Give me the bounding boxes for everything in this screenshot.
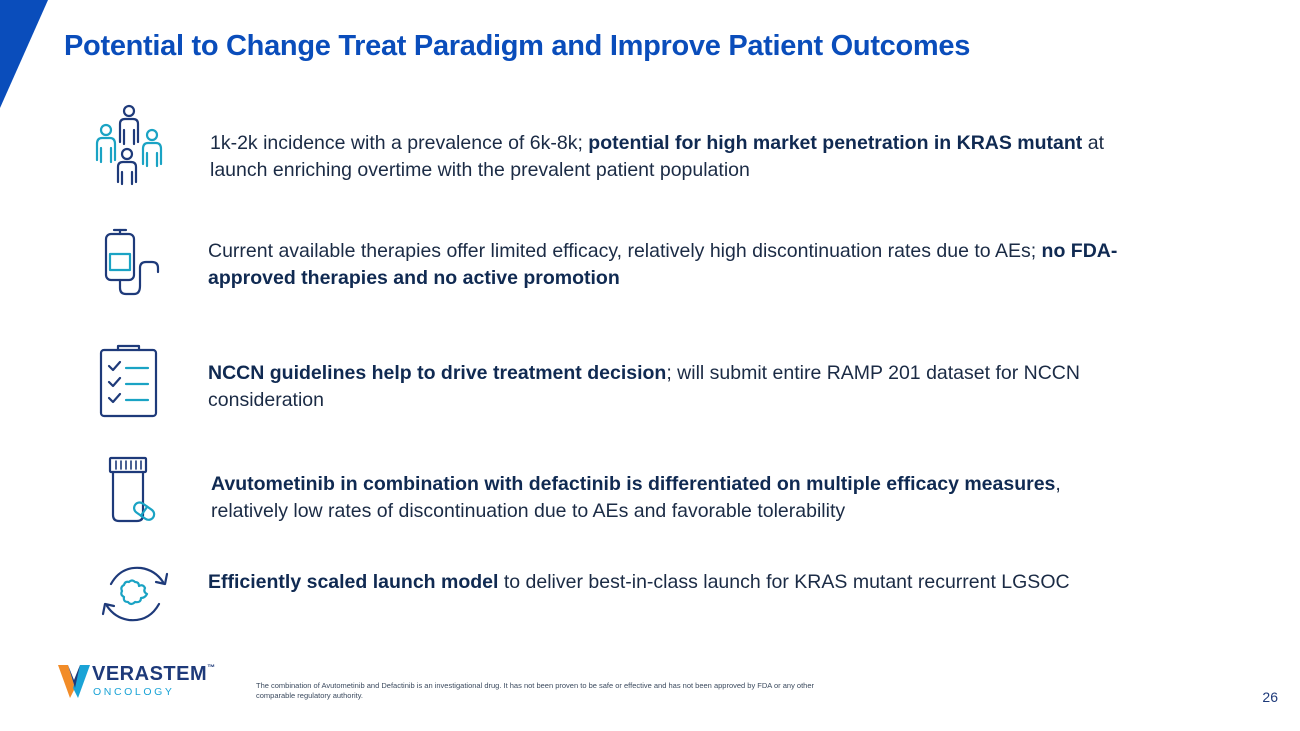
cycle-gear-icon [101, 566, 169, 622]
pill-bottle-icon [108, 456, 156, 523]
item-text: Efficiently scaled launch model to deliv… [208, 571, 1070, 593]
iv-bag-icon [104, 228, 160, 296]
item-text: 1k-2k incidence with a prevalence of 6k-… [210, 132, 1104, 181]
brand-subtitle: ONCOLOGY [93, 686, 175, 698]
corner-accent [0, 0, 48, 108]
clipboard-checklist-icon [99, 344, 158, 418]
verastem-logo-icon [58, 665, 90, 698]
page-number: 26 [1262, 689, 1278, 705]
slide-title: Potential to Change Treat Paradigm and I… [64, 30, 971, 62]
disclaimer: The combination of Avutometinib and Defa… [256, 681, 814, 700]
item-text: NCCN guidelines help to drive treatment … [208, 362, 1080, 411]
people-group-icon [95, 104, 163, 186]
item-text: Avutometinib in combination with defacti… [211, 473, 1061, 522]
item-text: Current available therapies offer limite… [208, 240, 1118, 289]
brand-name: VERASTEM™ [92, 663, 216, 685]
